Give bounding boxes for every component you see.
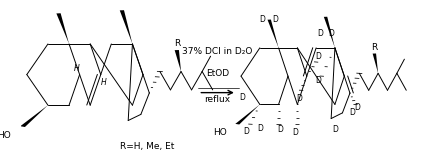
Text: EtOD: EtOD [206, 68, 229, 78]
Text: H: H [101, 78, 107, 87]
Text: reflux: reflux [204, 95, 231, 104]
Polygon shape [235, 104, 260, 125]
Text: D: D [328, 29, 334, 38]
Text: D: D [257, 124, 263, 133]
Polygon shape [373, 54, 378, 73]
Text: D: D [293, 128, 298, 137]
Text: D: D [349, 108, 355, 117]
Polygon shape [267, 20, 279, 48]
Polygon shape [56, 13, 69, 44]
Text: D: D [296, 94, 302, 103]
Text: D: D [244, 127, 250, 136]
Polygon shape [324, 17, 335, 48]
Text: D: D [259, 15, 265, 24]
Text: D: D [277, 125, 284, 134]
Text: 37% DCl in D₂O: 37% DCl in D₂O [182, 47, 253, 56]
Text: D: D [315, 76, 321, 85]
Text: D: D [239, 93, 245, 102]
Text: D: D [272, 15, 278, 24]
Text: HO: HO [0, 131, 10, 140]
Text: D: D [315, 52, 321, 61]
Text: HO: HO [214, 128, 227, 137]
Text: R=H, Me, Et: R=H, Me, Et [120, 141, 174, 151]
Text: H: H [73, 64, 79, 73]
Polygon shape [120, 10, 133, 44]
Text: R: R [371, 43, 378, 52]
Text: D: D [354, 103, 360, 112]
Text: D: D [332, 125, 338, 134]
Polygon shape [175, 50, 181, 72]
Polygon shape [20, 105, 48, 127]
Text: R: R [174, 39, 180, 48]
Text: D: D [317, 29, 323, 38]
